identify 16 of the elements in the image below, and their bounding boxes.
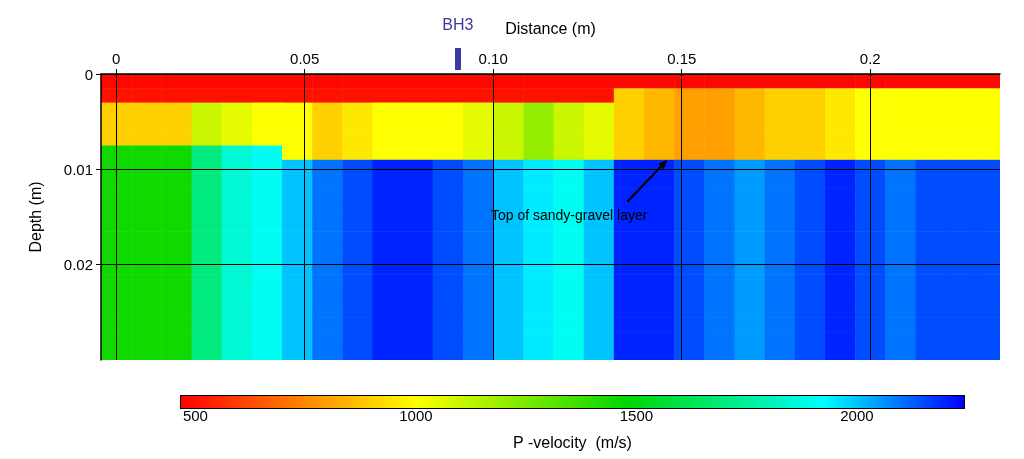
color-bar-label: 1000 xyxy=(399,407,433,424)
x-tick-label: 0.05 xyxy=(290,50,320,67)
y-tick-label: 0.01 xyxy=(63,160,93,178)
text: BH3 xyxy=(442,15,474,33)
color-bar-label: 2000 xyxy=(840,407,874,424)
x-tick-label: 0.15 xyxy=(667,50,697,67)
x-tick-label: 0 xyxy=(111,50,121,67)
x-axis-title: Distance (m) xyxy=(505,19,596,37)
color-bar-label: 1500 xyxy=(619,407,654,424)
x-tick-label: 0.2 xyxy=(859,50,881,67)
color-bar-label: 500 xyxy=(182,407,208,424)
x-tick-label: 0.10 xyxy=(478,50,508,67)
y-tick-label: 0 xyxy=(84,65,93,83)
color-bar-title: P -velocity (m/s) xyxy=(513,433,632,451)
y-axis-title: Depth (m) xyxy=(26,181,44,253)
y-tick-label: 0.02 xyxy=(63,256,93,274)
